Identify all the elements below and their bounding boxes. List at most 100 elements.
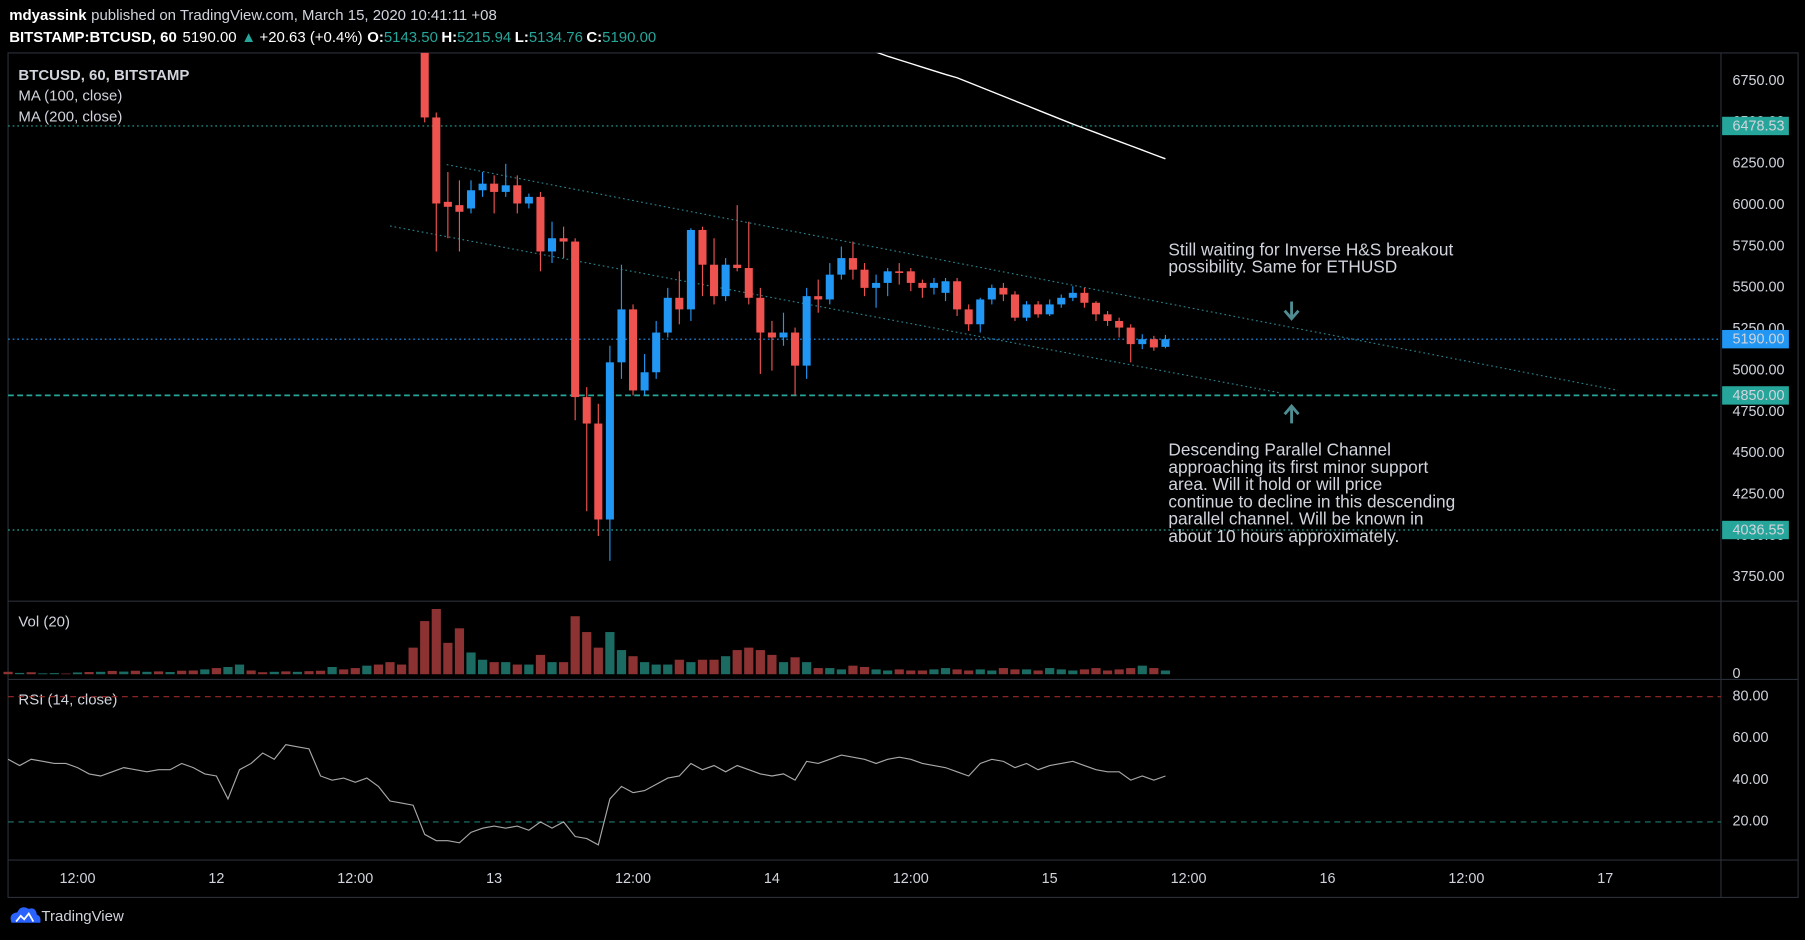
y-tick-label: 80.00 (1732, 688, 1768, 704)
volume-bar (327, 666, 337, 675)
y-tick-label: 6750.00 (1732, 73, 1784, 89)
candle-body (744, 268, 753, 298)
candle-body (1022, 304, 1031, 318)
volume-bar (616, 650, 627, 675)
y-tick-label: 5500.00 (1732, 280, 1784, 296)
candle-body (1068, 292, 1077, 298)
candle-body (1115, 320, 1124, 328)
y-tick-label: 60.00 (1732, 730, 1768, 746)
y-tick-label: 4750.00 (1732, 404, 1784, 420)
footer-brand: TradingView (41, 908, 124, 925)
volume-pane-title: Vol (20) (18, 613, 70, 630)
volume-bar (258, 672, 268, 675)
volume-bar (443, 642, 453, 675)
candle-body (1161, 339, 1170, 347)
volume-bar (26, 672, 36, 675)
volume-bar (61, 673, 71, 675)
volume-bar (281, 671, 291, 675)
volume-bar (906, 670, 916, 675)
pane-borders (7, 52, 1799, 899)
volume-bar (686, 662, 696, 675)
ohlc-value: 5190.00 (602, 29, 656, 46)
annotation-text: Still waiting for Inverse H&S breakout (1168, 239, 1453, 259)
volume-bar (38, 673, 48, 675)
candle-body (918, 282, 927, 288)
volume-bar (547, 662, 557, 675)
candle-body (478, 183, 487, 191)
volume-bar (593, 647, 603, 675)
candle-body (1103, 314, 1112, 321)
volume-bar (1010, 669, 1020, 675)
volume-bar (721, 656, 731, 675)
volume-bar (1079, 669, 1090, 675)
volume-bar (859, 666, 870, 675)
volume-bar (315, 670, 326, 675)
ma-line (876, 52, 1166, 160)
candle-body (710, 264, 719, 297)
volume-bar (883, 670, 893, 675)
annotation-text: parallel channel. Will be known in (1168, 509, 1423, 529)
candle-body (686, 229, 695, 310)
volume-bar (894, 669, 904, 675)
candle-body (953, 281, 962, 310)
x-tick-label: 12 (208, 871, 224, 887)
volume-bar (998, 668, 1009, 675)
candle-body (976, 299, 985, 325)
x-tick-label: 12:00 (337, 871, 373, 887)
logo (10, 907, 41, 923)
candle-body (501, 185, 510, 192)
volume-bar (454, 628, 465, 675)
volume-bar (1102, 670, 1113, 675)
candle-body (547, 238, 557, 252)
volume-bar (917, 670, 927, 675)
x-tick-label: 12:00 (1448, 871, 1484, 887)
level-label: 4036.55 (1732, 522, 1784, 538)
volume-bar (558, 662, 569, 675)
candle-body (756, 297, 765, 333)
x-tick-label: 12:00 (60, 871, 96, 887)
candle-body (1091, 302, 1101, 315)
volume-bar (130, 670, 140, 675)
y-tick-label: 4250.00 (1732, 486, 1784, 502)
candle-body (941, 281, 950, 293)
volume-bar (952, 669, 962, 675)
candle-body (1045, 304, 1054, 315)
price-pane-title: BTCUSD, 60, BITSTAMP (18, 67, 189, 84)
channel-line (446, 164, 1619, 391)
volume-bar (269, 671, 279, 675)
candle-body (617, 309, 626, 363)
volume-bar (1137, 665, 1147, 675)
up-triangle: ▲ (241, 29, 256, 46)
price-plot (8, 52, 1721, 561)
volume-bar (1149, 668, 1159, 675)
annotation-text: about 10 hours approximately. (1168, 526, 1399, 546)
candle-body (536, 196, 545, 252)
annotation-text: area. Will it hold or will price (1168, 474, 1382, 494)
level-label-box (1722, 520, 1789, 540)
ohlc-value: 5143.50 (384, 29, 438, 46)
volume-bar (871, 669, 881, 675)
candle-body (594, 423, 603, 520)
candle-body (1034, 304, 1043, 315)
volume-bar (211, 668, 221, 675)
volume-bar (628, 656, 638, 675)
y-tick-label: 6000.00 (1732, 197, 1784, 213)
volume-bar (408, 647, 418, 675)
candle-body (906, 271, 915, 283)
volume-bar (940, 668, 951, 675)
volume-bar (49, 673, 59, 675)
rsi-line (7, 744, 1166, 846)
volume-bar (96, 671, 106, 675)
volume-bar (755, 650, 765, 675)
volume-bar (987, 670, 997, 675)
y-tick-label: 0 (1732, 666, 1740, 682)
volume-bar (813, 668, 823, 675)
volume-bar (802, 662, 812, 675)
volume-bar (385, 662, 395, 675)
volume-bar (1021, 669, 1032, 675)
candle-body (455, 205, 464, 212)
volume-bar (350, 668, 360, 675)
volume-bar (119, 671, 129, 675)
candle-body (883, 271, 892, 283)
y-tick-label: 6250.00 (1732, 156, 1784, 172)
